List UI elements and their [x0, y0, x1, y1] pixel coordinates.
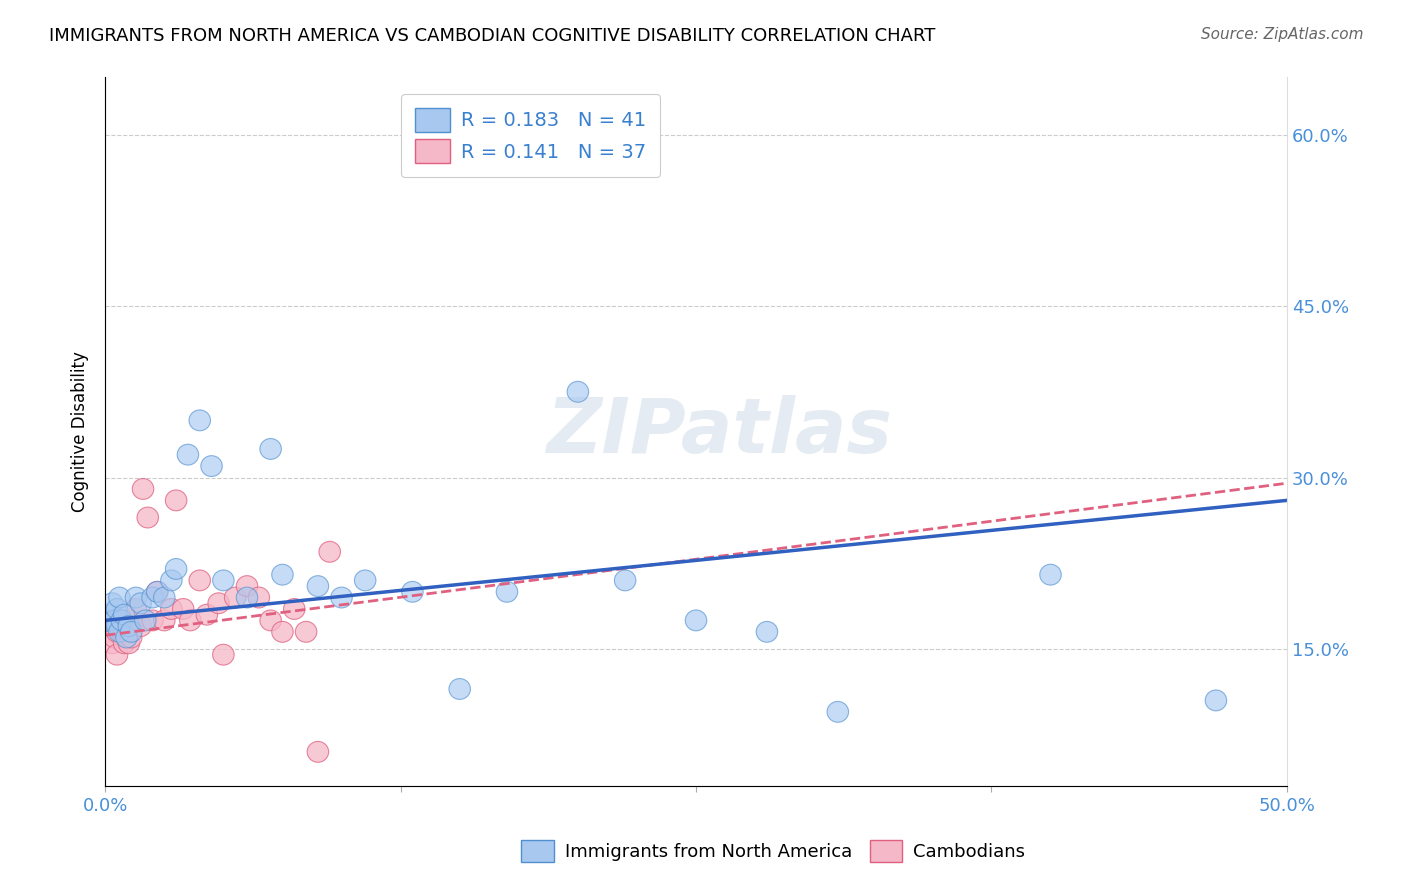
Ellipse shape [212, 644, 235, 665]
Ellipse shape [111, 622, 132, 642]
Ellipse shape [212, 570, 235, 591]
Ellipse shape [107, 615, 128, 637]
Ellipse shape [449, 679, 471, 699]
Ellipse shape [97, 610, 118, 631]
Ellipse shape [107, 599, 128, 619]
Text: IMMIGRANTS FROM NORTH AMERICA VS CAMBODIAN COGNITIVE DISABILITY CORRELATION CHAR: IMMIGRANTS FROM NORTH AMERICA VS CAMBODI… [49, 27, 935, 45]
Ellipse shape [114, 632, 135, 654]
Ellipse shape [160, 599, 183, 619]
Ellipse shape [166, 558, 187, 580]
Y-axis label: Cognitive Disability: Cognitive Disability [72, 351, 89, 512]
Ellipse shape [354, 570, 375, 591]
Ellipse shape [121, 622, 142, 642]
Ellipse shape [166, 490, 187, 511]
Ellipse shape [236, 575, 257, 597]
Ellipse shape [330, 587, 353, 608]
Ellipse shape [188, 410, 211, 431]
Ellipse shape [236, 587, 257, 608]
Ellipse shape [153, 587, 174, 608]
Ellipse shape [173, 599, 194, 619]
Ellipse shape [101, 593, 124, 614]
Ellipse shape [284, 599, 305, 619]
Ellipse shape [125, 587, 146, 608]
Ellipse shape [104, 627, 125, 648]
Ellipse shape [115, 627, 138, 648]
Ellipse shape [136, 507, 159, 528]
Ellipse shape [195, 604, 218, 625]
Ellipse shape [121, 627, 142, 648]
Ellipse shape [295, 622, 316, 642]
Ellipse shape [201, 456, 222, 476]
Ellipse shape [107, 622, 128, 642]
Ellipse shape [685, 610, 707, 631]
Legend: R = 0.183   N = 41, R = 0.141   N = 37: R = 0.183 N = 41, R = 0.141 N = 37 [401, 95, 659, 177]
Ellipse shape [153, 610, 174, 631]
Ellipse shape [129, 615, 152, 637]
Ellipse shape [97, 610, 118, 631]
Ellipse shape [614, 570, 636, 591]
Ellipse shape [271, 622, 294, 642]
Ellipse shape [146, 582, 167, 602]
Ellipse shape [118, 632, 139, 654]
Ellipse shape [104, 610, 125, 631]
Ellipse shape [307, 741, 329, 763]
Ellipse shape [115, 615, 138, 637]
Ellipse shape [208, 593, 229, 614]
Ellipse shape [108, 587, 131, 608]
Ellipse shape [122, 610, 145, 631]
Ellipse shape [100, 604, 121, 625]
Ellipse shape [260, 610, 281, 631]
Ellipse shape [135, 610, 156, 631]
Ellipse shape [1205, 690, 1226, 711]
Ellipse shape [146, 582, 167, 602]
Ellipse shape [180, 610, 201, 631]
Ellipse shape [225, 587, 246, 608]
Ellipse shape [177, 444, 198, 465]
Ellipse shape [111, 610, 132, 631]
Ellipse shape [319, 541, 340, 562]
Text: ZIPatlas: ZIPatlas [547, 395, 893, 469]
Ellipse shape [496, 582, 517, 602]
Ellipse shape [100, 622, 121, 642]
Ellipse shape [129, 593, 152, 614]
Ellipse shape [132, 478, 153, 500]
Ellipse shape [160, 570, 183, 591]
Ellipse shape [114, 604, 135, 625]
Ellipse shape [1040, 565, 1062, 585]
Ellipse shape [142, 587, 163, 608]
Ellipse shape [125, 599, 146, 619]
Ellipse shape [108, 622, 131, 642]
Ellipse shape [107, 644, 128, 665]
Ellipse shape [756, 622, 778, 642]
Ellipse shape [101, 632, 124, 654]
Ellipse shape [827, 701, 849, 723]
Ellipse shape [402, 582, 423, 602]
Ellipse shape [188, 570, 211, 591]
Legend: Immigrants from North America, Cambodians: Immigrants from North America, Cambodian… [515, 833, 1032, 870]
Ellipse shape [260, 439, 281, 459]
Ellipse shape [271, 565, 294, 585]
Ellipse shape [247, 587, 270, 608]
Ellipse shape [108, 610, 131, 631]
Text: Source: ZipAtlas.com: Source: ZipAtlas.com [1201, 27, 1364, 42]
Ellipse shape [118, 615, 139, 637]
Ellipse shape [307, 575, 329, 597]
Ellipse shape [567, 382, 589, 402]
Ellipse shape [142, 610, 163, 631]
